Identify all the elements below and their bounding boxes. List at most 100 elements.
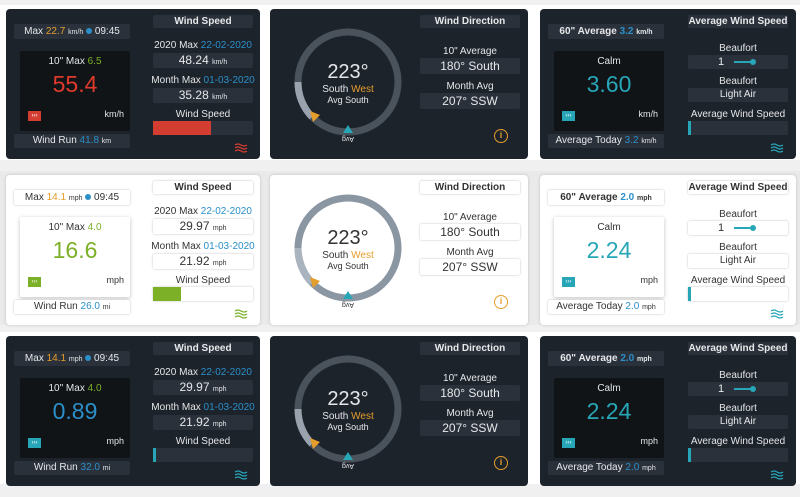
month-avg-value: 207° SSW bbox=[420, 259, 520, 275]
speed-bar-fill bbox=[153, 287, 181, 301]
beaufort-label: Beaufort bbox=[719, 370, 757, 381]
compass-b: West bbox=[351, 411, 374, 422]
wind-waves-icon[interactable] bbox=[234, 143, 248, 153]
calm-status: Calm bbox=[597, 383, 621, 394]
average-side-title: Average Wind Speed bbox=[688, 15, 788, 28]
status-dot-icon bbox=[86, 28, 93, 35]
arrow-chip-icon[interactable]: ››› bbox=[28, 277, 41, 287]
wind-waves-icon[interactable] bbox=[770, 309, 784, 319]
avg-max-value: 6.5 bbox=[87, 56, 102, 67]
wind-direction-title: Wind Direction bbox=[420, 181, 520, 194]
beaufort-slider[interactable] bbox=[734, 386, 756, 392]
triangle-pointer-icon bbox=[343, 291, 353, 299]
month-max-row: Month Max 01-03-2020 bbox=[148, 75, 258, 86]
compass-gauge bbox=[294, 194, 402, 302]
year-max-unit: km/h bbox=[212, 59, 228, 66]
average-side-title: Average Wind Speed bbox=[688, 181, 788, 194]
compass-a: South bbox=[322, 411, 349, 422]
wind-speed-title: Wind Speed bbox=[153, 342, 253, 355]
beaufort-value-pill: 1 bbox=[688, 55, 788, 69]
avg-pointer-icon bbox=[310, 277, 320, 288]
needle-label: Avg bbox=[342, 135, 354, 142]
wind-speed-title: Wind Speed bbox=[153, 15, 253, 28]
wind-direction-title: Wind Direction bbox=[420, 342, 520, 355]
wind-waves-icon[interactable] bbox=[234, 309, 248, 319]
year-max-label: 2020 Max bbox=[154, 367, 198, 378]
year-max-row: 2020 Max 22-02-2020 bbox=[150, 206, 256, 217]
beaufort-value: 1 bbox=[718, 56, 725, 68]
info-icon[interactable]: i bbox=[494, 129, 508, 143]
average-today-unit: mph bbox=[642, 304, 656, 311]
wind-waves-icon[interactable] bbox=[770, 470, 784, 480]
avg-max-value: 4.0 bbox=[87, 383, 102, 394]
beaufort-desc: Light Air bbox=[688, 88, 788, 102]
average-today-value: 3.2 bbox=[624, 135, 639, 146]
average-today-label: Average Today bbox=[555, 135, 622, 146]
month-max-pill: 21.92 mph bbox=[153, 415, 253, 430]
max-unit: km/h bbox=[68, 29, 84, 36]
average-box: Calm 2.24 ››› mph bbox=[554, 378, 664, 458]
average-panel: 60" Average 2.0 mph Calm 2.24 ››› mph Av… bbox=[540, 175, 796, 325]
year-max-unit: mph bbox=[212, 386, 227, 393]
current-speed-unit: mph bbox=[106, 436, 124, 446]
month-max-row: Month Max 01-03-2020 bbox=[148, 402, 258, 413]
speed-bar-title: Wind Speed bbox=[175, 109, 231, 120]
max-value: 14.1 bbox=[46, 353, 67, 364]
beaufort-value-pill: 1 bbox=[688, 221, 788, 235]
average-today-label: Average Today bbox=[556, 301, 623, 312]
arrow-chip-icon[interactable]: ››› bbox=[28, 111, 41, 121]
month-avg-label: Month Avg bbox=[446, 81, 494, 92]
average-60-unit: km/h bbox=[636, 29, 653, 36]
beaufort-slider[interactable] bbox=[734, 59, 756, 65]
wind-direction-title: Wind Direction bbox=[420, 15, 520, 28]
avg-direction-label: Avg South bbox=[327, 95, 369, 105]
avg-pointer-icon bbox=[310, 438, 320, 449]
avg10-value: 180° South bbox=[420, 224, 520, 240]
avg10-value: 180° South bbox=[420, 385, 520, 401]
avg-wind-speed-bar bbox=[688, 121, 788, 135]
beaufort-slider[interactable] bbox=[734, 225, 756, 231]
average-60-label: 60" Average bbox=[560, 192, 618, 203]
average-current-value: 2.24 bbox=[586, 398, 632, 424]
compass-label: South West bbox=[292, 411, 404, 422]
arrow-chip-icon[interactable]: ››› bbox=[562, 277, 575, 287]
avg-wind-speed-marker bbox=[688, 121, 691, 135]
month-max-date: 01-03-2020 bbox=[203, 75, 255, 86]
average-box: Calm 3.60 ››› km/h bbox=[554, 51, 664, 131]
arrow-chip-icon[interactable]: ››› bbox=[28, 438, 41, 448]
month-max-value: 21.92 bbox=[179, 415, 210, 429]
wind-run-value: 41.8 bbox=[79, 135, 100, 146]
month-max-value: 35.28 bbox=[178, 88, 209, 102]
wind-run-value: 32.0 bbox=[80, 462, 100, 473]
triangle-pointer-icon bbox=[343, 125, 353, 133]
beaufort-value: 1 bbox=[718, 383, 725, 395]
avg10-label: 10" Average bbox=[443, 46, 497, 57]
average-today-pill: Average Today 3.2 km/h bbox=[548, 134, 664, 148]
month-max-pill: 21.92 mph bbox=[153, 254, 253, 269]
month-max-label: Month Max bbox=[151, 75, 201, 86]
month-max-unit: km/h bbox=[212, 94, 228, 101]
info-icon[interactable]: i bbox=[494, 456, 508, 470]
avg10-label: 10" Average bbox=[443, 373, 497, 384]
beaufort-desc-label: Beaufort bbox=[719, 242, 757, 253]
wind-run-value: 26.0 bbox=[80, 301, 100, 312]
max-time: 09:45 bbox=[94, 192, 120, 203]
year-max-row: 2020 Max 22-02-2020 bbox=[150, 40, 256, 51]
wind-waves-icon[interactable] bbox=[770, 143, 784, 153]
month-max-label: Month Max bbox=[151, 402, 201, 413]
average-today-value: 2.0 bbox=[625, 301, 640, 312]
month-max-pill: 35.28 km/h bbox=[153, 88, 253, 103]
triangle-pointer-icon bbox=[343, 452, 353, 460]
wind-waves-icon[interactable] bbox=[234, 470, 248, 480]
arrow-chip-icon[interactable]: ››› bbox=[562, 111, 575, 121]
compass-b: West bbox=[351, 84, 374, 95]
month-avg-value: 207° SSW bbox=[420, 93, 520, 109]
arrow-chip-icon[interactable]: ››› bbox=[562, 438, 575, 448]
speed-bar-fill bbox=[153, 448, 156, 462]
wind-run-label: Wind Run bbox=[33, 301, 78, 312]
month-max-date: 01-03-2020 bbox=[203, 402, 255, 413]
current-speed-unit: mph bbox=[106, 275, 124, 285]
compass-label: South West bbox=[292, 250, 404, 261]
year-max-pill: 48.24 km/h bbox=[153, 53, 253, 68]
info-icon[interactable]: i bbox=[494, 295, 508, 309]
